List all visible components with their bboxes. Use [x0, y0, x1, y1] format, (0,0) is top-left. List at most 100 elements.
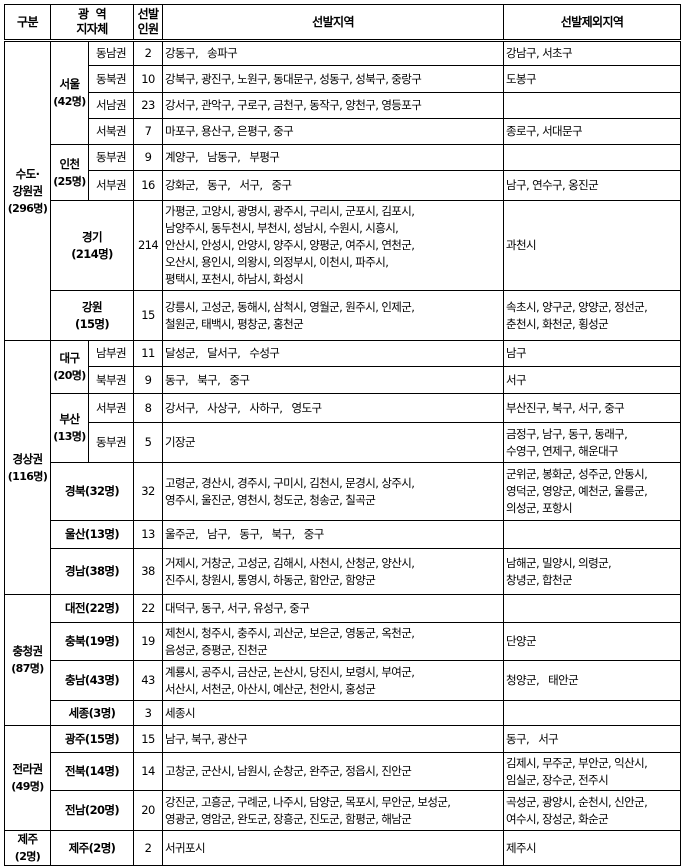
table-row: 세종(3명) 3 세종시 [5, 700, 682, 726]
excluded-areas-line: 서구 [506, 372, 527, 387]
selected-areas-line: 강북구, 광진구, 노원구, 동대문구, 성동구, 성북구, 중랑구 [165, 71, 422, 86]
header-count-line1: 선발 [137, 7, 159, 21]
metro-label: 강원 (15명) [49, 290, 135, 341]
region-total: (2명) [14, 850, 41, 863]
table-row: 전북(14명) 14 고창군, 군산시, 남원시, 순창군, 완주군, 정읍시, 진… [5, 752, 682, 791]
selected-areas: 가평군, 고양시, 광명시, 광주시, 구리시, 군포시, 김포시, 남양주시, … [162, 200, 505, 291]
excluded-areas [503, 520, 682, 549]
selected-areas-line: 달성군, 달서구, 수성구 [165, 346, 280, 360]
subregion-label: 동부권 [87, 144, 135, 171]
selected-areas-line: 남양주시, 동두천시, 부천시, 성남시, 수원시, 시흥시, [165, 221, 399, 235]
table-body: 수도· 강원권 (296명) 서울 (42명) 동남권 2 강동구, 송파구 강남구, 서초구 동… [4, 40, 682, 866]
subregion-label: 서북권 [87, 118, 135, 145]
excluded-areas: 과천시 [503, 200, 682, 291]
metro-label: 전남(20명) [49, 790, 135, 831]
selected-count: 10 [133, 65, 164, 93]
selected-count: 214 [133, 200, 164, 291]
region-name: 강원권 [12, 183, 44, 198]
excluded-areas: 도봉구 [503, 65, 682, 93]
excluded-areas [503, 144, 682, 171]
metro-label: 전북(14명) [49, 752, 135, 791]
selected-areas: 기장군 [162, 422, 505, 463]
selected-count: 22 [133, 594, 164, 623]
metro-name: 대구 [59, 351, 81, 365]
metro-total: (20명) [53, 369, 86, 382]
selected-count: 14 [133, 752, 164, 791]
metro-label: 경기 (214명) [49, 200, 135, 291]
excluded-areas: 청양군, 태안군 [503, 660, 682, 701]
excluded-areas-line: 수영구, 연제구, 해운대구 [506, 443, 619, 458]
selected-areas-line: 계양구, 남동구, 부평구 [165, 150, 280, 164]
selected-areas-line: 서귀포시 [165, 840, 206, 855]
excluded-areas: 강남구, 서초구 [503, 40, 682, 66]
selected-areas: 남구, 북구, 광산구 [162, 725, 505, 753]
metro-label: 대구 (20명) [50, 340, 89, 394]
selected-areas-line: 철원군, 태백시, 평창군, 홍천군 [165, 316, 304, 331]
selected-areas: 강서구, 사상구, 사하구, 영도구 [162, 393, 505, 423]
region-selection-table: 구분 광 역 지자체 선발 인원 선발지역 선발제외지역 수도· 강원권 (296명) 서… [4, 4, 682, 866]
metro-name: 제주(2명) [68, 840, 116, 855]
table-row: 울산(13명) 13 울주군, 남구, 동구, 북구, 중구 [5, 520, 682, 549]
selected-count: 9 [133, 366, 164, 394]
selected-areas-line: 오산시, 용인시, 의왕시, 의정부시, 이천시, 파주시, [165, 255, 389, 269]
table-row: 북부권 9 동구, 북구, 중구 서구 [5, 366, 682, 394]
metro-label: 경남(38명) [49, 548, 135, 595]
selected-areas-line: 음성군, 증평군, 진천군 [165, 642, 268, 657]
excluded-areas: 단양군 [503, 622, 682, 661]
selected-areas: 울주군, 남구, 동구, 북구, 중구 [162, 520, 505, 549]
subregion-label: 남부권 [87, 340, 135, 367]
selected-areas-line: 강릉시, 고성군, 동해시, 삼척시, 영월군, 원주시, 인제군, [165, 299, 415, 314]
metro-name: 인천 [59, 156, 81, 171]
selected-areas: 계양구, 남동구, 부평구 [162, 144, 505, 171]
excluded-areas-line: 동구, 서구 [506, 731, 559, 746]
table-row: 충남(43명) 43 계룡시, 공주시, 금산군, 논산시, 당진시, 보령시, 부… [5, 660, 682, 701]
table-header-row: 구분 광 역 지자체 선발 인원 선발지역 선발제외지역 [4, 4, 682, 41]
excluded-areas-line: 여수시, 장성군, 화순군 [506, 811, 609, 826]
excluded-areas-line: 임실군, 장수군, 전주시 [506, 772, 609, 787]
header-category: 구분 [4, 4, 51, 41]
table-row: 전라권 (49명) 광주(15명) 15 남구, 북구, 광산구 동구, 서구 [4, 725, 682, 831]
metro-total: (42명) [53, 95, 86, 108]
selected-areas-line: 기장군 [165, 435, 196, 449]
excluded-areas: 속초시, 양구군, 양양군, 정선군, 춘천시, 화천군, 횡성군 [503, 290, 682, 341]
excluded-areas: 남구 [503, 340, 682, 367]
selected-areas-line: 고창군, 군산시, 남원시, 순창군, 완주군, 정읍시, 진안군 [165, 764, 412, 778]
selected-count: 15 [133, 290, 164, 341]
metro-name: 광주(15명) [64, 731, 120, 746]
header-count: 선발 인원 [133, 4, 164, 41]
region-name: 경상권 [12, 451, 44, 466]
metro-label: 대전(22명) [49, 594, 135, 623]
subregion-label: 동북권 [87, 65, 135, 93]
excluded-areas-line: 남구, 연수구, 옹진군 [506, 178, 599, 192]
selected-areas-line: 제천시, 청주시, 충주시, 괴산군, 보은군, 영동군, 옥천군, [165, 625, 415, 640]
selected-areas: 마포구, 용산구, 은평구, 중구 [162, 118, 505, 145]
metro-name: 세종(3명) [68, 705, 116, 720]
selected-count: 19 [133, 622, 164, 661]
excluded-areas-line: 곡성군, 광양시, 순천시, 신안군, [506, 794, 648, 809]
selected-count: 23 [133, 92, 164, 119]
metro-name: 강원 [82, 299, 103, 314]
metro-label: 제주(2명) [49, 830, 135, 866]
selected-areas-line: 거제시, 거창군, 고성군, 김해시, 사천시, 산청군, 양산시, [165, 555, 415, 570]
metro-label: 인천 (25명) [50, 144, 89, 201]
excluded-areas-line: 남구 [506, 346, 527, 360]
excluded-areas: 서구 [503, 366, 682, 394]
region-label: 제주 (2명) [4, 830, 51, 866]
excluded-areas: 동구, 서구 [503, 725, 682, 753]
selected-areas: 강서구, 관악구, 구로구, 금천구, 동작구, 양천구, 영등포구 [162, 92, 505, 119]
selected-areas-line: 영광군, 영암군, 완도군, 장흥군, 진도군, 함평군, 해남군 [165, 811, 412, 826]
table-row: 전남(20명) 20 강진군, 고흥군, 구례군, 나주시, 담양군, 목포시, 무… [5, 790, 682, 831]
excluded-areas-line: 의성군, 포항시 [506, 501, 573, 515]
selected-areas-line: 평택시, 포천시, 하남시, 화성시 [165, 272, 304, 286]
excluded-areas-line: 강남구, 서초구 [506, 46, 573, 60]
selected-count: 5 [133, 422, 164, 463]
excluded-areas-line: 창녕군, 합천군 [506, 572, 573, 587]
selected-areas-line: 안산시, 안성시, 안양시, 양주시, 양평군, 여주시, 연천군, [165, 238, 415, 252]
metro-name: 부산 [59, 412, 81, 426]
selected-areas-line: 세종시 [165, 705, 196, 720]
selected-count: 20 [133, 790, 164, 831]
region-total: (296명) [7, 201, 48, 215]
region-name: 제주 [17, 832, 39, 846]
region-name: 충청권 [12, 644, 44, 658]
selected-count: 8 [133, 393, 164, 423]
